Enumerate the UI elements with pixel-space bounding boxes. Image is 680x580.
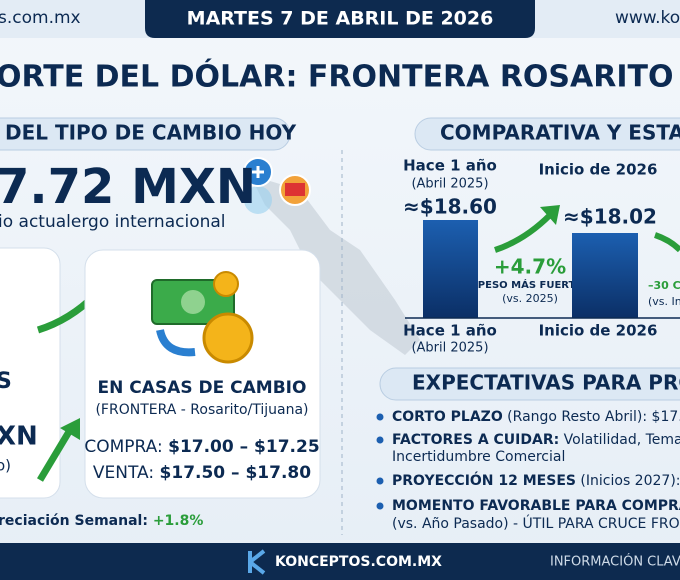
coin-icon — [213, 271, 239, 297]
axis-label: Hace 1 año — [403, 322, 497, 340]
exchange-arrow — [156, 328, 196, 357]
item-bold: MOMENTO FAVORABLE PARA COMPRA — [392, 498, 680, 514]
bar-subtitle: (Abril 2025) — [411, 177, 488, 192]
coin-icon — [202, 312, 254, 364]
bill-circle — [181, 290, 205, 314]
sell-value: $17.50 – $17.80 — [160, 463, 312, 483]
item-text: Incertidumbre Comercial — [392, 449, 565, 465]
weekly-value: +1.8% — [153, 513, 204, 529]
change-sub: (vs. 2025) — [502, 292, 558, 305]
sell-label: VENTA: — [93, 463, 154, 483]
footer-info: INFORMACIÓN CLAV — [550, 554, 680, 570]
sell-line: VENTA: $17.50 – $17.80 — [93, 463, 311, 483]
item-bold: FACTORES A CUIDAR: — [392, 432, 559, 448]
footer-brand: KONCEPTOS.COM.MX — [275, 554, 442, 570]
bar-value: ≈$18.02 — [563, 205, 657, 229]
card-subtitle: (FRONTERA - Rosarito/Tijuana) — [95, 402, 308, 418]
us-flag — [285, 183, 305, 196]
weekly-line: reciación Semanal: +1.8% — [0, 513, 203, 529]
left-card-text: XN — [0, 422, 38, 452]
section-heading: DEL TIPO DE CAMBIO HOY — [5, 121, 297, 145]
rate-subtitle: io actualergo internacional — [0, 212, 226, 232]
date: MARTES 7 DE ABRIL DE 2026 — [187, 8, 494, 30]
item-bold: CORTO PLAZO — [392, 409, 503, 425]
item-text: (Inicios 2027): $1 — [576, 473, 680, 489]
exchange-card — [84, 249, 321, 499]
item: PROYECCIÓN 12 MESES (Inicios 2027): $1 — [392, 471, 680, 489]
section-heading: COMPARATIVA Y ESTA — [440, 121, 680, 145]
item-text: (Rango Resto Abril): $17. — [503, 409, 680, 425]
arrow — [494, 212, 553, 253]
bar-title: Inicio de 2026 — [539, 161, 658, 179]
axis-sublabel: (Abril 2025) — [411, 341, 488, 356]
arrow — [654, 232, 680, 253]
footer — [0, 543, 680, 580]
change-value: +4.7% — [494, 255, 566, 279]
buy-value: $17.00 – $17.25 — [168, 437, 320, 457]
item-text: (vs. Año Pasado) - ÚTIL PARA CRUCE FRO — [392, 514, 680, 532]
date-banner — [145, 0, 535, 38]
logo — [248, 549, 266, 575]
arrow — [36, 428, 74, 482]
section-pill — [379, 367, 680, 401]
axis-label: Inicio de 2026 — [539, 322, 658, 340]
bar-value: ≈$18.60 — [403, 195, 497, 219]
bullet — [376, 502, 384, 510]
change-label: PESO MÁS FUERTE — [478, 278, 583, 291]
arrow-head — [60, 418, 80, 440]
pin-cross — [252, 166, 264, 178]
arrow-head — [540, 205, 560, 225]
rate: 7.72 MXN — [0, 159, 256, 215]
item: FACTORES A CUIDAR: Volatilidad, Tema — [392, 432, 680, 448]
bullet — [376, 477, 384, 485]
card-title: EN CASAS DE CAMBIO — [98, 378, 307, 398]
left-card — [0, 247, 61, 499]
map — [250, 175, 420, 355]
bar — [423, 220, 478, 318]
bullet — [376, 413, 384, 421]
left-card-text: o) — [0, 457, 11, 475]
site-right: www.ko — [615, 8, 680, 28]
buy-label: COMPRA: — [84, 437, 162, 457]
item-text: Volatilidad, Tema — [559, 432, 680, 448]
site-left: s.com.mx — [0, 8, 81, 28]
item: CORTO PLAZO (Rango Resto Abril): $17. — [392, 409, 680, 425]
bar-title: Hace 1 año — [403, 157, 497, 175]
expectations-list: CORTO PLAZO (Rango Resto Abril): $17. FA… — [376, 409, 680, 532]
section-heading: EXPECTATIVAS PARA PRÓ — [412, 371, 680, 395]
change2-sub: (vs. In — [648, 295, 680, 308]
main-title: ORTE DEL DÓLAR: FRONTERA ROSARITO - TIJU — [0, 58, 680, 95]
map-marker — [244, 186, 272, 214]
section-pill — [0, 117, 291, 151]
item-bold: PROYECCIÓN 12 MESES — [392, 471, 576, 489]
buy-line: COMPRA: $17.00 – $17.25 — [84, 437, 319, 457]
bar — [572, 233, 638, 318]
section-pill — [414, 117, 680, 151]
left-card-text: S — [0, 369, 12, 394]
bullet — [376, 436, 384, 444]
change2-value: –30 C — [648, 279, 680, 292]
weekly-label: reciación Semanal: — [0, 513, 148, 529]
